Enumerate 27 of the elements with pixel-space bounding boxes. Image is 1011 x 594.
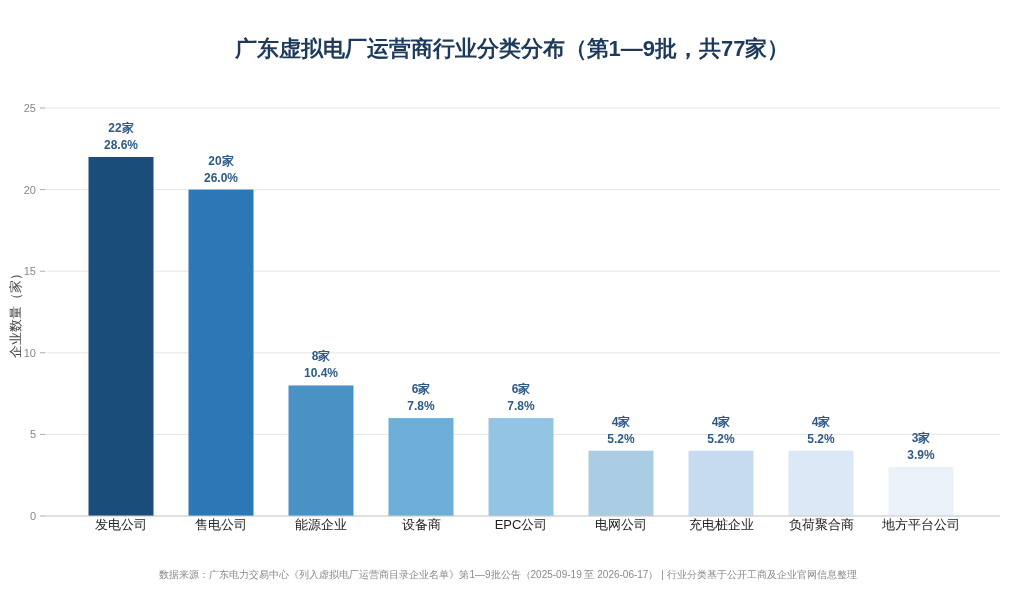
data-label: 4家 5.2% [607,414,635,446]
y-tick-label: 0 [29,510,36,522]
x-tick-label: 电网公司 [595,517,647,532]
x-tick-label: 设备商 [401,517,441,532]
data-label: 6家 7.8% [507,382,535,414]
x-tick-label: 充电桩企业 [688,517,754,532]
data-label: 8家 10.4% [303,349,339,381]
data-label: 6家 7.8% [407,382,435,414]
x-tick-label: 地方平台公司 [881,517,960,532]
y-tick-label: 20 [23,183,36,196]
y-tick-label: 5 [29,428,36,441]
data-label: 3家 3.9% [907,431,935,463]
y-tick-label: 25 [23,102,36,114]
data-label: 20家 26.0% [203,153,239,185]
x-tick-label: 售电公司 [195,517,247,532]
y-axis-title: 企业数量（家） [8,266,23,358]
y-tick-label: 10 [23,346,36,359]
source-note: 数据来源：广东电力交易中心《列入虚拟电厂运营商目录企业名单》第1—9批公告（2025-09-19 至 2026-06-17） | 行业分类基于公开工商及企业官网信息整理 [159,569,857,580]
data-label: 22家 28.6% [103,120,139,152]
x-tick-label: 发电公司 [95,517,147,532]
x-tick-label: 负荷聚合商 [788,517,854,532]
y-tick-label: 15 [23,265,36,278]
x-tick-label: 能源企业 [295,517,347,532]
x-tick-label: EPC公司 [494,517,548,532]
data-label: 4家 5.2% [707,414,735,446]
chart-title: 广东虚拟电厂运营商行业分类分布（第1—9批，共77家） [233,36,790,61]
data-label: 4家 5.2% [807,414,835,446]
